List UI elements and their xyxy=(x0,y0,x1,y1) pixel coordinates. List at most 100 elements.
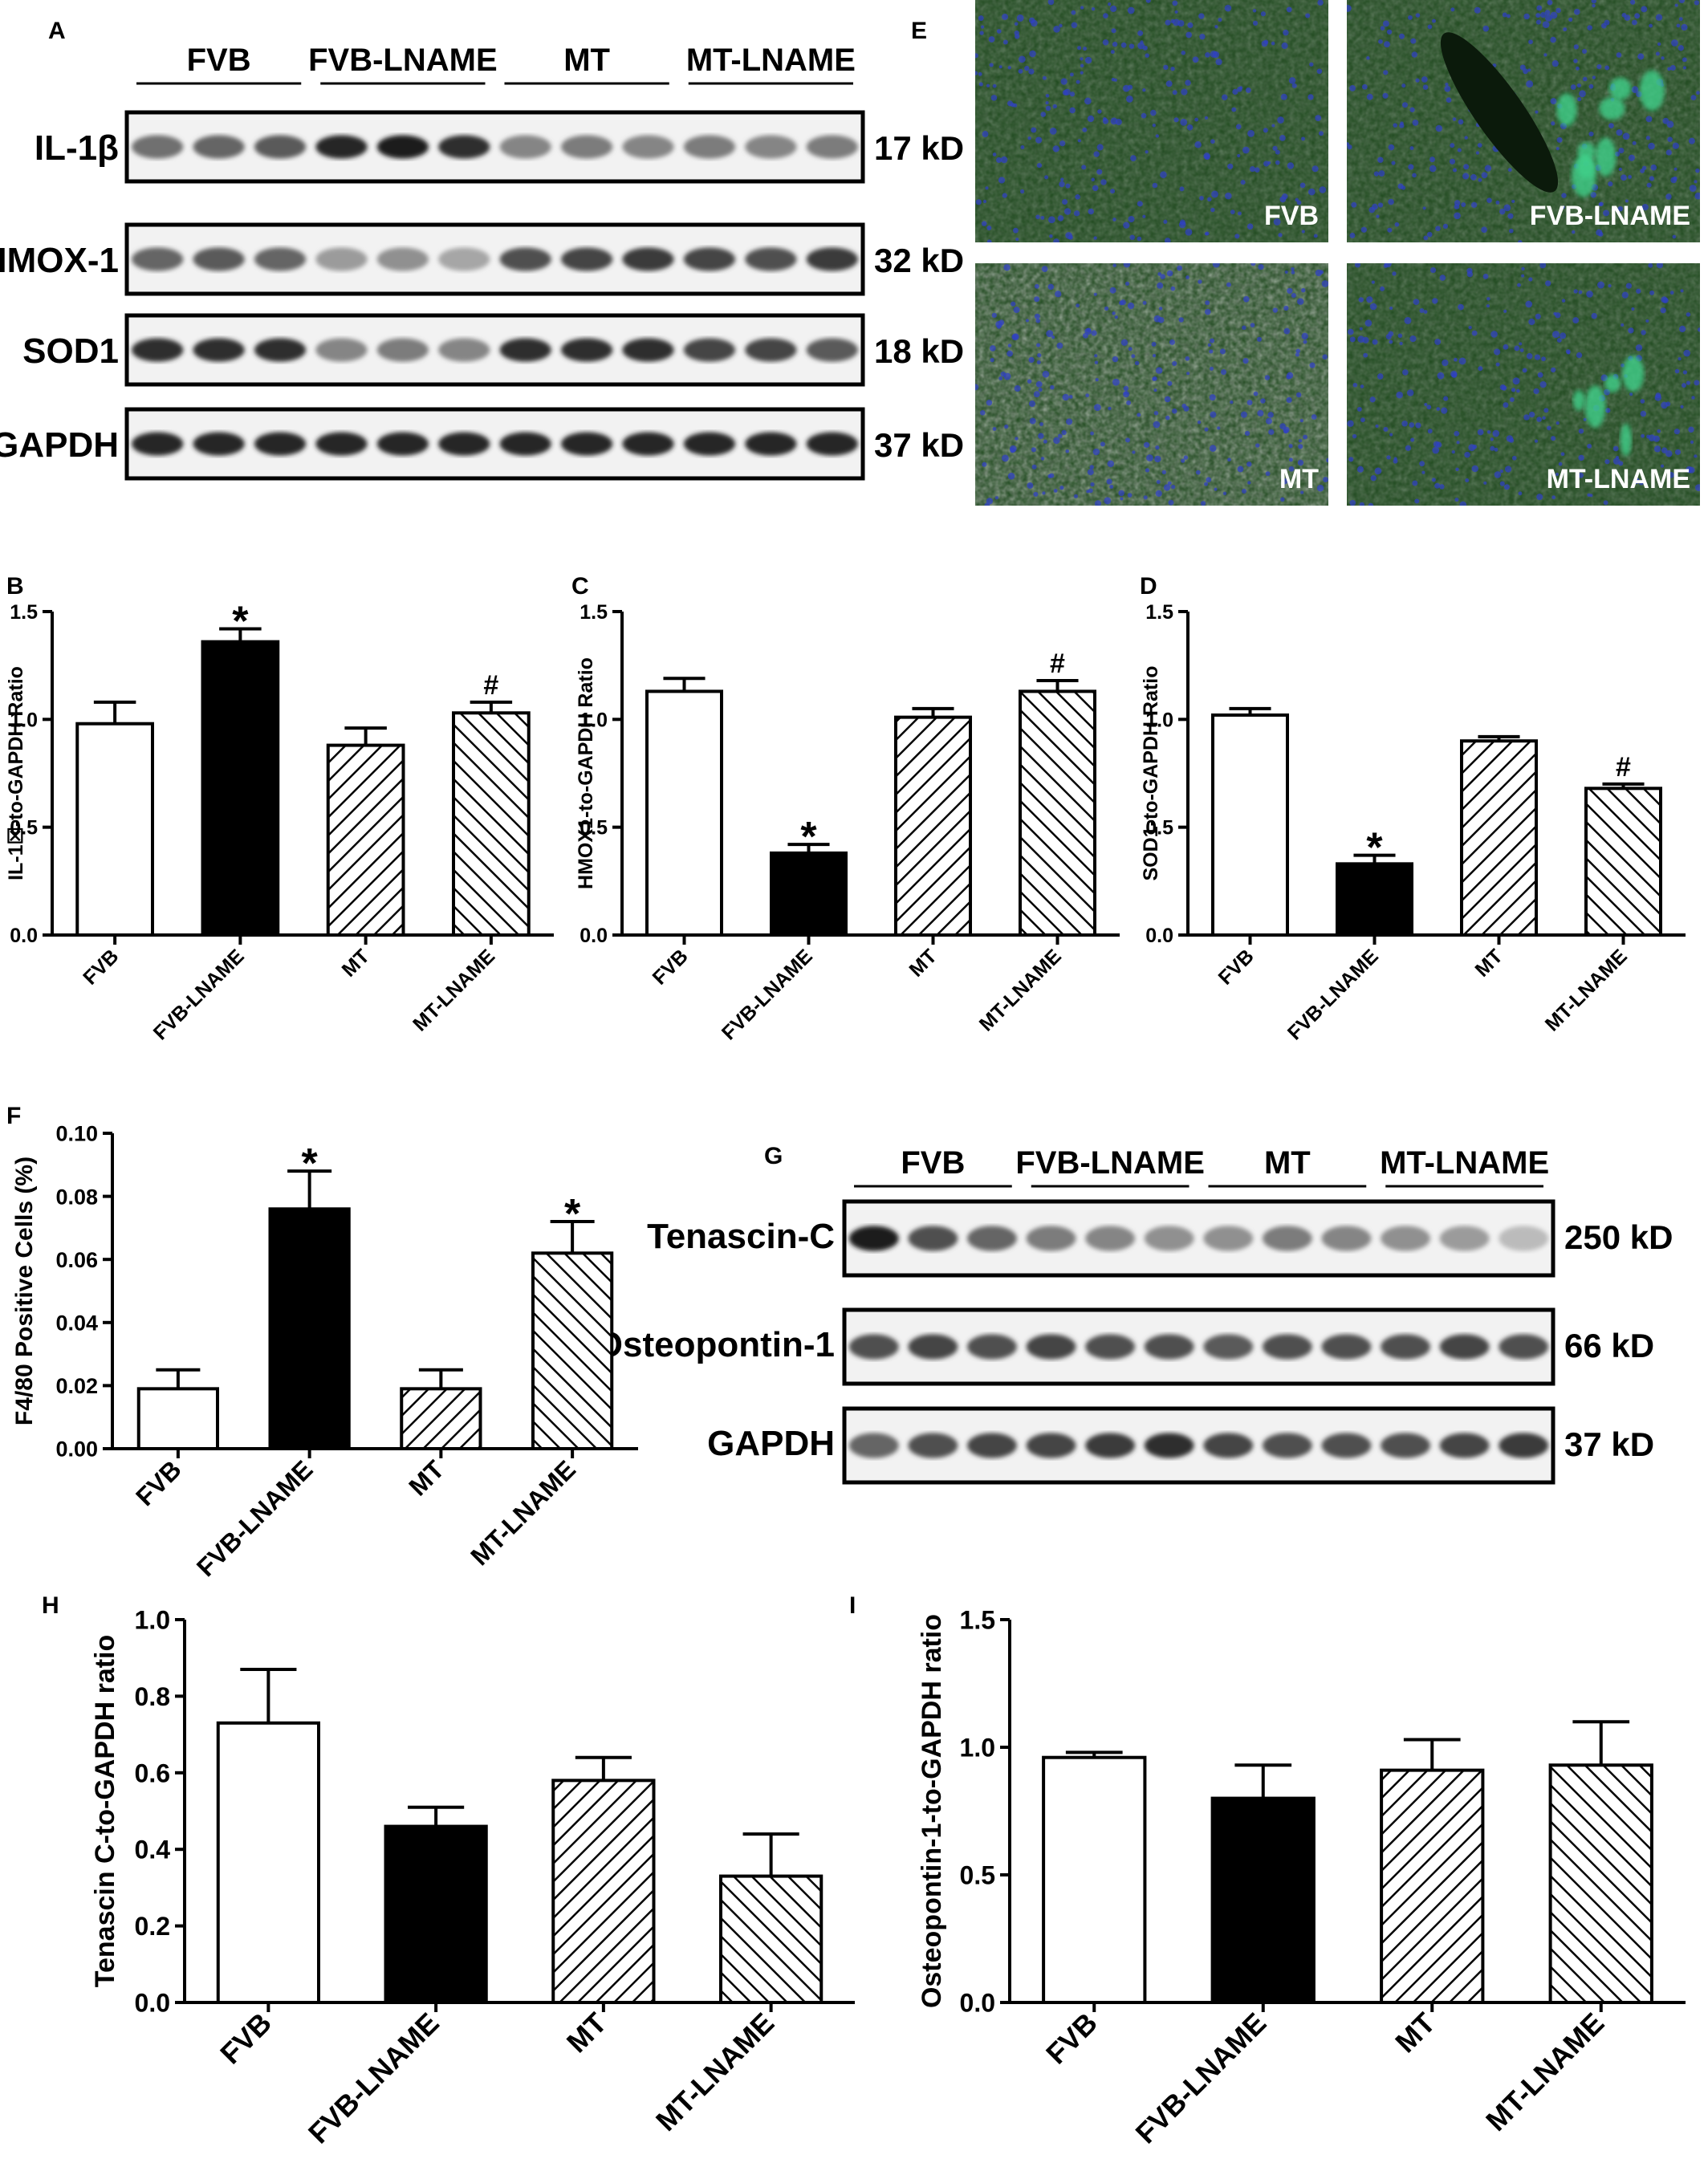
nucleus-dot xyxy=(975,53,978,59)
nucleus-dot xyxy=(1010,447,1016,453)
nucleus-dot xyxy=(1649,23,1653,28)
nucleus-dot xyxy=(1629,0,1636,5)
nucleus-dot xyxy=(1494,447,1499,452)
nucleus-dot xyxy=(1384,41,1390,48)
nucleus-dot xyxy=(1539,11,1547,18)
nucleus-dot xyxy=(1042,370,1050,378)
nucleus-dot xyxy=(1377,202,1384,208)
nucleus-dot xyxy=(1043,439,1047,444)
nucleus-dot xyxy=(1291,270,1295,274)
nucleus-dot xyxy=(1172,408,1177,414)
nucleus-dot xyxy=(1140,40,1144,44)
x-category-label: FVB-LNAME xyxy=(191,1454,319,1582)
nucleus-dot xyxy=(1437,372,1445,380)
nucleus-dot xyxy=(998,65,1002,69)
nucleus-dot xyxy=(1155,134,1160,138)
nucleus-dot xyxy=(1431,478,1436,482)
nucleus-dot xyxy=(1001,454,1009,462)
nucleus-dot xyxy=(1019,55,1026,63)
nucleus-dot xyxy=(1321,280,1328,287)
nucleus-dot xyxy=(990,345,996,352)
nucleus-dot xyxy=(1401,102,1409,108)
blot-band xyxy=(1381,1433,1430,1458)
panel-label-E: E xyxy=(911,18,927,44)
nucleus-dot xyxy=(1082,127,1088,132)
nucleus-dot xyxy=(1464,136,1468,140)
nucleus-dot xyxy=(1234,234,1240,239)
nucleus-dot xyxy=(1494,348,1501,356)
nucleus-dot xyxy=(1028,356,1035,364)
nucleus-dot xyxy=(1686,380,1691,385)
nucleus-dot xyxy=(1112,356,1119,363)
nucleus-dot xyxy=(1231,107,1237,112)
nucleus-dot xyxy=(1100,441,1105,447)
nucleus-dot xyxy=(1312,165,1319,173)
nucleus-dot xyxy=(1454,204,1460,209)
nucleus-dot xyxy=(1640,399,1645,404)
blot-kd-label: 18 kD xyxy=(874,332,964,370)
y-tick-label: 0.5 xyxy=(960,1861,995,1890)
nucleus-dot xyxy=(1210,51,1218,58)
nucleus-dot xyxy=(1160,274,1165,279)
blot-band xyxy=(848,1334,899,1360)
nucleus-dot xyxy=(1204,482,1209,486)
nucleus-dot xyxy=(1477,429,1484,436)
nucleus-dot xyxy=(1558,461,1563,466)
nucleus-dot xyxy=(1490,437,1494,441)
nucleus-dot xyxy=(1503,344,1509,350)
nucleus-dot xyxy=(1542,416,1546,420)
bar xyxy=(551,1779,656,2005)
nucleus-dot xyxy=(1170,66,1175,71)
nucleus-dot xyxy=(1166,270,1173,277)
x-category-label: MT xyxy=(1389,2006,1442,2059)
nucleus-dot xyxy=(1003,264,1011,271)
nucleus-dot xyxy=(1541,356,1546,362)
blot-group-label: FVB xyxy=(187,43,251,78)
blot-band xyxy=(438,432,490,456)
nucleus-dot xyxy=(1477,143,1482,148)
nucleus-dot xyxy=(1047,0,1055,6)
nucleus-dot xyxy=(1181,88,1188,96)
nucleus-dot xyxy=(1227,163,1234,169)
nucleus-dot xyxy=(1066,418,1073,425)
y-tick-label: 0.6 xyxy=(135,1758,170,1787)
nucleus-dot xyxy=(1295,348,1301,354)
nucleus-dot xyxy=(1383,263,1389,268)
nucleus-dot xyxy=(1068,234,1073,240)
nucleus-dot xyxy=(1002,13,1009,20)
nucleus-dot xyxy=(1402,369,1409,376)
nucleus-dot xyxy=(1535,13,1541,18)
f4-80-signal xyxy=(1577,156,1596,179)
nucleus-dot xyxy=(1618,167,1623,172)
nucleus-dot xyxy=(1192,56,1199,63)
nucleus-dot xyxy=(1649,176,1655,181)
nucleus-dot xyxy=(1547,425,1551,431)
bar xyxy=(452,711,531,937)
nucleus-dot xyxy=(1682,66,1686,70)
nucleus-dot xyxy=(1426,231,1433,238)
nucleus-dot xyxy=(1378,39,1383,44)
nucleus-dot xyxy=(1326,457,1328,463)
nucleus-dot xyxy=(1031,127,1037,133)
nucleus-dot xyxy=(1077,139,1081,143)
nucleus-dot xyxy=(1366,93,1373,100)
nucleus-dot xyxy=(1156,480,1161,485)
nucleus-dot xyxy=(1295,392,1302,398)
nucleus-dot xyxy=(1126,400,1132,405)
nucleus-dot xyxy=(1089,465,1094,470)
nucleus-dot xyxy=(1128,84,1133,90)
nucleus-dot xyxy=(1301,230,1305,234)
nucleus-dot xyxy=(1034,296,1040,303)
nucleus-dot xyxy=(1481,172,1488,179)
y-tick-label: 0.0 xyxy=(960,1989,995,2018)
nucleus-dot xyxy=(1075,194,1080,200)
blot-strip xyxy=(124,222,865,296)
nucleus-dot xyxy=(1578,290,1583,295)
nucleus-dot xyxy=(1419,461,1425,467)
nucleus-dot xyxy=(1443,396,1449,401)
significance-mark: * xyxy=(1366,825,1383,872)
nucleus-dot xyxy=(1503,402,1509,409)
y-tick-label: 1.0 xyxy=(135,1606,170,1635)
nucleus-dot xyxy=(1695,484,1700,491)
blot-kd-label: 66 kD xyxy=(1564,1327,1654,1364)
